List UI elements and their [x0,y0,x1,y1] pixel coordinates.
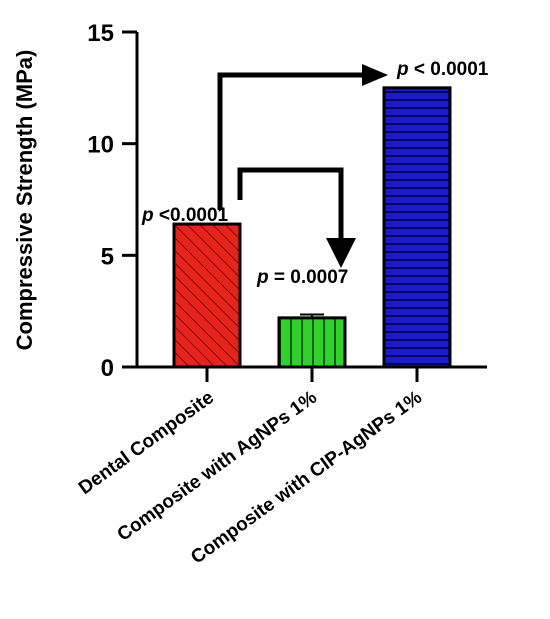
y-tick-label: 15 [87,20,114,47]
comparison-arrow-2 [237,167,356,268]
p-value-label-2: p = 0.0007 [256,267,348,288]
x-axis [135,365,487,382]
y-axis-label: Compressive Strength (MPa) [12,50,37,351]
comparison-arrow-1 [217,64,388,210]
y-tick-label: 0 [101,355,114,382]
y-tick-label: 10 [87,132,114,159]
category-label-2: Composite with AgNPs 1% [114,387,321,546]
p-value-label-1: p <0.0001 [141,205,229,226]
bar-3 [382,86,452,369]
y-axis: 0 5 10 15 [87,20,139,382]
bar-1 [172,222,242,369]
bar-2 [277,316,347,369]
p-value-label-3: p < 0.0001 [396,59,489,80]
y-tick-label: 5 [101,243,114,270]
